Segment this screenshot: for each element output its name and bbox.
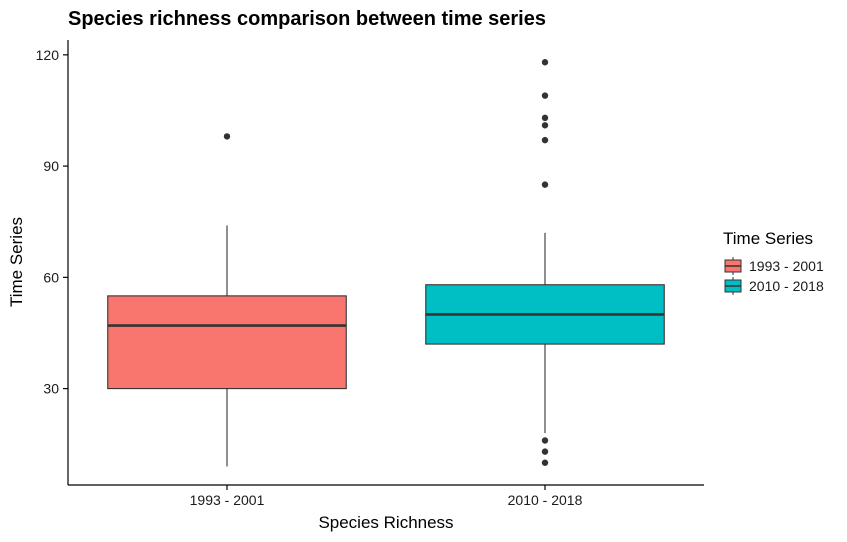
y-axis-title: Time Series [7, 217, 26, 307]
outlier-point [541, 122, 549, 129]
legend-title: Time Series [723, 229, 813, 248]
iqr-box [107, 295, 347, 390]
outlier-point [223, 133, 231, 140]
legend-item: 1993 - 2001 [724, 257, 824, 275]
chart-title: Species richness comparison between time… [68, 8, 546, 30]
x-ticks: 1993 - 2001 2010 - 2018 [190, 485, 583, 508]
x-axis-title: Species Richness [318, 513, 453, 532]
x-tick-label: 1993 - 2001 [190, 492, 265, 508]
y-tick-label: 90 [43, 158, 59, 174]
legend: Time Series 1993 - 2001 2010 - 2018 [723, 229, 824, 295]
legend-label: 1993 - 2001 [749, 258, 824, 274]
outlier-point [541, 437, 549, 444]
outlier-point [541, 59, 549, 66]
x-tick-label: 2010 - 2018 [508, 492, 583, 508]
legend-item: 2010 - 2018 [724, 277, 824, 295]
outlier-point [541, 181, 549, 188]
outlier-point [541, 448, 549, 455]
legend-label: 2010 - 2018 [749, 278, 824, 294]
box-1 [107, 133, 347, 467]
y-tick-label: 60 [43, 269, 59, 285]
outlier-point [541, 136, 549, 144]
boxes [107, 59, 665, 467]
y-ticks: 30 60 90 120 [36, 47, 68, 397]
plot-area: 30 60 90 120 1993 - 2001 2010 - 2018 [36, 40, 704, 508]
outlier-point [541, 92, 549, 99]
y-tick-label: 120 [36, 47, 60, 63]
legend-items: 1993 - 2001 2010 - 2018 [724, 257, 824, 295]
outlier-point [541, 114, 549, 122]
y-tick-label: 30 [43, 381, 59, 397]
box-2 [425, 59, 665, 466]
outlier-point [541, 459, 549, 466]
